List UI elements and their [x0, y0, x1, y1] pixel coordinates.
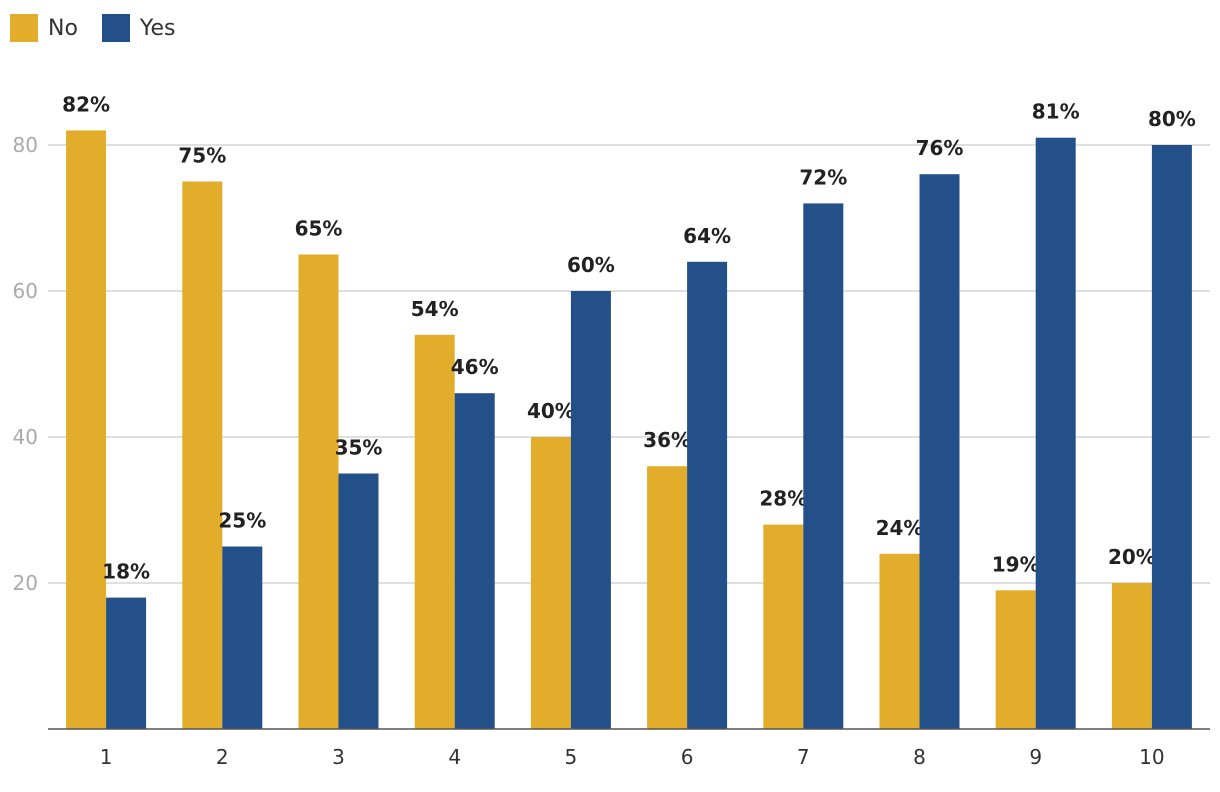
x-tick-label: 2: [216, 745, 229, 769]
bar-no-2[interactable]: [182, 181, 223, 730]
data-label-yes-4: 46%: [451, 355, 499, 379]
bar-yes-8[interactable]: [919, 174, 960, 729]
data-label-yes-1: 18%: [102, 560, 150, 584]
y-tick-label: 20: [13, 571, 38, 595]
bar-yes-6[interactable]: [687, 261, 728, 729]
legend: No Yes: [10, 12, 199, 44]
x-tick-label: 9: [1029, 745, 1042, 769]
legend-item-no[interactable]: No: [10, 14, 78, 42]
bar-yes-7[interactable]: [803, 203, 844, 729]
data-label-yes-5: 60%: [567, 253, 615, 277]
bar-no-7[interactable]: [763, 524, 804, 729]
bar-no-9[interactable]: [995, 590, 1036, 729]
bar-no-10[interactable]: [1111, 583, 1152, 729]
bar-yes-9[interactable]: [1035, 137, 1076, 729]
x-tick-label: 6: [681, 745, 694, 769]
bar-no-5[interactable]: [530, 437, 571, 729]
legend-label-no: No: [48, 15, 78, 41]
x-tick-label: 1: [100, 745, 113, 769]
x-tick-label: 8: [913, 745, 926, 769]
data-label-yes-3: 35%: [335, 436, 383, 460]
data-label-yes-9: 81%: [1032, 100, 1080, 124]
y-tick-label: 80: [13, 133, 38, 157]
data-label-no-8: 24%: [876, 516, 924, 540]
legend-swatch-yes: [101, 14, 130, 42]
x-tick-label: 3: [332, 745, 345, 769]
data-label-no-5: 40%: [527, 399, 575, 423]
bar-no-6[interactable]: [647, 466, 688, 729]
data-label-no-4: 54%: [411, 297, 459, 321]
bar-yes-3[interactable]: [338, 473, 379, 730]
legend-item-yes[interactable]: Yes: [101, 14, 176, 42]
x-tick-label: 10: [1139, 745, 1164, 769]
y-tick-label: 40: [13, 425, 38, 449]
data-label-no-1: 82%: [62, 92, 110, 116]
x-tick-label: 5: [565, 745, 578, 769]
bar-no-8[interactable]: [879, 553, 920, 729]
x-tick-label: 4: [448, 745, 461, 769]
data-label-no-2: 75%: [178, 144, 226, 168]
bar-no-4[interactable]: [414, 334, 455, 729]
legend-swatch-no: [10, 14, 38, 42]
bar-no-3[interactable]: [298, 254, 339, 730]
data-label-yes-2: 25%: [218, 509, 266, 533]
bar-no-1[interactable]: [66, 130, 107, 729]
data-label-yes-10: 80%: [1148, 107, 1196, 131]
bar-yes-1[interactable]: [106, 597, 147, 729]
data-label-no-10: 20%: [1108, 545, 1156, 569]
data-label-no-7: 28%: [759, 487, 807, 511]
data-label-yes-7: 72%: [799, 165, 847, 189]
data-label-yes-6: 64%: [683, 224, 731, 248]
legend-label-yes: Yes: [139, 15, 176, 41]
data-label-no-3: 65%: [295, 217, 343, 241]
bar-yes-10[interactable]: [1151, 145, 1192, 729]
bar-yes-4[interactable]: [454, 393, 495, 729]
bar-yes-2[interactable]: [222, 546, 263, 730]
y-tick-label: 60: [13, 279, 38, 303]
bar-yes-5[interactable]: [570, 291, 611, 729]
x-tick-label: 7: [797, 745, 810, 769]
data-label-no-6: 36%: [643, 428, 691, 452]
data-label-no-9: 19%: [992, 552, 1040, 576]
data-label-yes-8: 76%: [916, 136, 964, 160]
